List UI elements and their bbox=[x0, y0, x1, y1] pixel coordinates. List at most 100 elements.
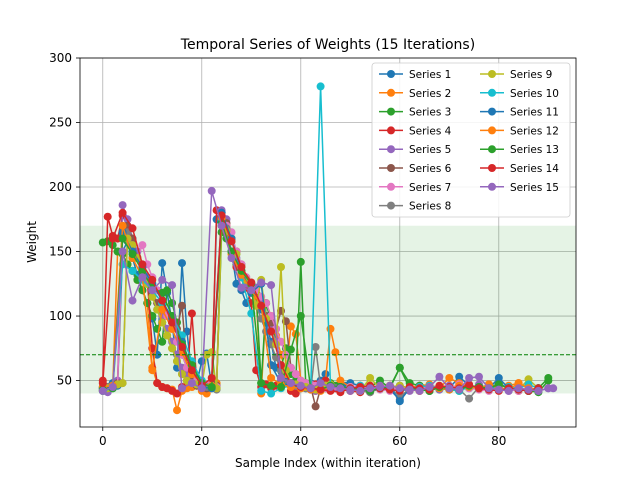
legend-marker bbox=[387, 126, 395, 135]
legend-item: Series 14 bbox=[480, 163, 559, 175]
data-point bbox=[267, 281, 276, 290]
data-point bbox=[158, 275, 167, 284]
legend-marker bbox=[488, 164, 496, 172]
data-point bbox=[148, 292, 157, 301]
legend-item: Series 6 bbox=[379, 163, 452, 175]
data-point bbox=[311, 343, 320, 351]
data-point bbox=[178, 384, 186, 393]
data-point bbox=[296, 312, 305, 320]
data-point bbox=[286, 345, 295, 354]
data-point bbox=[494, 385, 503, 394]
legend-item: Series 5 bbox=[379, 144, 451, 156]
data-point bbox=[118, 247, 127, 256]
data-point bbox=[415, 386, 424, 395]
legend-label: Series 15 bbox=[510, 182, 559, 194]
data-point bbox=[286, 379, 295, 388]
data-point bbox=[118, 201, 127, 210]
data-point bbox=[98, 386, 107, 395]
data-point bbox=[178, 343, 186, 351]
data-point bbox=[465, 380, 474, 389]
data-point bbox=[197, 384, 206, 393]
series-layer bbox=[98, 82, 558, 415]
data-point bbox=[187, 379, 196, 388]
data-point bbox=[425, 383, 434, 391]
legend-item: Series 7 bbox=[379, 182, 451, 194]
data-point bbox=[336, 376, 345, 385]
data-point bbox=[173, 389, 181, 398]
y-tick-label: 150 bbox=[49, 245, 72, 259]
data-point bbox=[484, 384, 493, 393]
data-point bbox=[455, 385, 464, 394]
legend-item: Series 8 bbox=[379, 201, 451, 213]
x-tick-label: 80 bbox=[491, 434, 506, 448]
data-point bbox=[514, 384, 523, 393]
data-point bbox=[138, 260, 147, 269]
data-point bbox=[267, 374, 276, 382]
chart-title: Temporal Series of Weights (15 Iteration… bbox=[180, 37, 475, 53]
data-point bbox=[207, 374, 216, 382]
data-point bbox=[178, 301, 186, 310]
legend-marker bbox=[387, 145, 395, 154]
legend-label: Series 6 bbox=[409, 163, 452, 175]
data-point bbox=[277, 263, 285, 271]
data-point bbox=[475, 372, 483, 381]
legend-label: Series 4 bbox=[409, 125, 452, 137]
data-point bbox=[331, 348, 340, 357]
legend-label: Series 7 bbox=[409, 182, 451, 194]
legend-marker bbox=[488, 126, 496, 135]
data-point bbox=[291, 389, 300, 398]
data-point bbox=[277, 374, 285, 382]
data-point bbox=[138, 241, 147, 250]
legend-item: Series 15 bbox=[480, 182, 559, 194]
legend-label: Series 12 bbox=[510, 125, 559, 137]
data-point bbox=[128, 296, 137, 305]
data-point bbox=[291, 370, 300, 379]
x-axis-label: Sample Index (within iteration) bbox=[235, 456, 421, 470]
data-point bbox=[475, 384, 483, 393]
data-point bbox=[178, 259, 186, 268]
data-point bbox=[277, 383, 285, 391]
data-point bbox=[118, 234, 127, 243]
data-point bbox=[534, 386, 543, 395]
legend-item: Series 1 bbox=[379, 69, 451, 81]
legend-item: Series 11 bbox=[480, 107, 559, 119]
y-tick-label: 100 bbox=[49, 309, 72, 323]
legend-marker bbox=[488, 182, 496, 191]
data-point bbox=[306, 384, 315, 393]
data-point bbox=[336, 384, 345, 393]
legend-item: Series 3 bbox=[379, 107, 451, 119]
data-point bbox=[326, 383, 335, 391]
data-point bbox=[296, 381, 305, 390]
data-point bbox=[217, 221, 226, 230]
data-point bbox=[465, 394, 474, 403]
legend-item: Series 2 bbox=[379, 88, 451, 100]
data-point bbox=[395, 397, 404, 406]
data-point bbox=[326, 324, 335, 333]
data-point bbox=[207, 186, 216, 195]
data-point bbox=[549, 384, 558, 393]
data-point bbox=[168, 344, 177, 353]
y-tick-label: 200 bbox=[49, 180, 72, 194]
plot-frame bbox=[79, 57, 577, 428]
x-tick-label: 60 bbox=[392, 434, 407, 448]
data-point bbox=[158, 259, 167, 268]
data-point bbox=[138, 286, 147, 295]
legend-marker bbox=[488, 107, 496, 116]
legend-marker bbox=[488, 145, 496, 154]
x-tick-label: 20 bbox=[194, 434, 209, 448]
data-point bbox=[385, 381, 394, 390]
y-axis-label: Weight bbox=[25, 221, 39, 263]
data-point bbox=[316, 82, 325, 91]
data-point bbox=[187, 309, 196, 318]
legend: Series 1 Series 2 Series 3 Series 4 Series 5… bbox=[371, 62, 571, 218]
data-point bbox=[267, 327, 276, 336]
data-point bbox=[148, 275, 157, 284]
data-point bbox=[118, 208, 127, 217]
data-point bbox=[163, 331, 172, 340]
data-point bbox=[128, 250, 137, 259]
data-point bbox=[296, 257, 305, 266]
data-point bbox=[148, 286, 157, 295]
data-point bbox=[445, 384, 454, 393]
legend-box bbox=[371, 62, 571, 218]
